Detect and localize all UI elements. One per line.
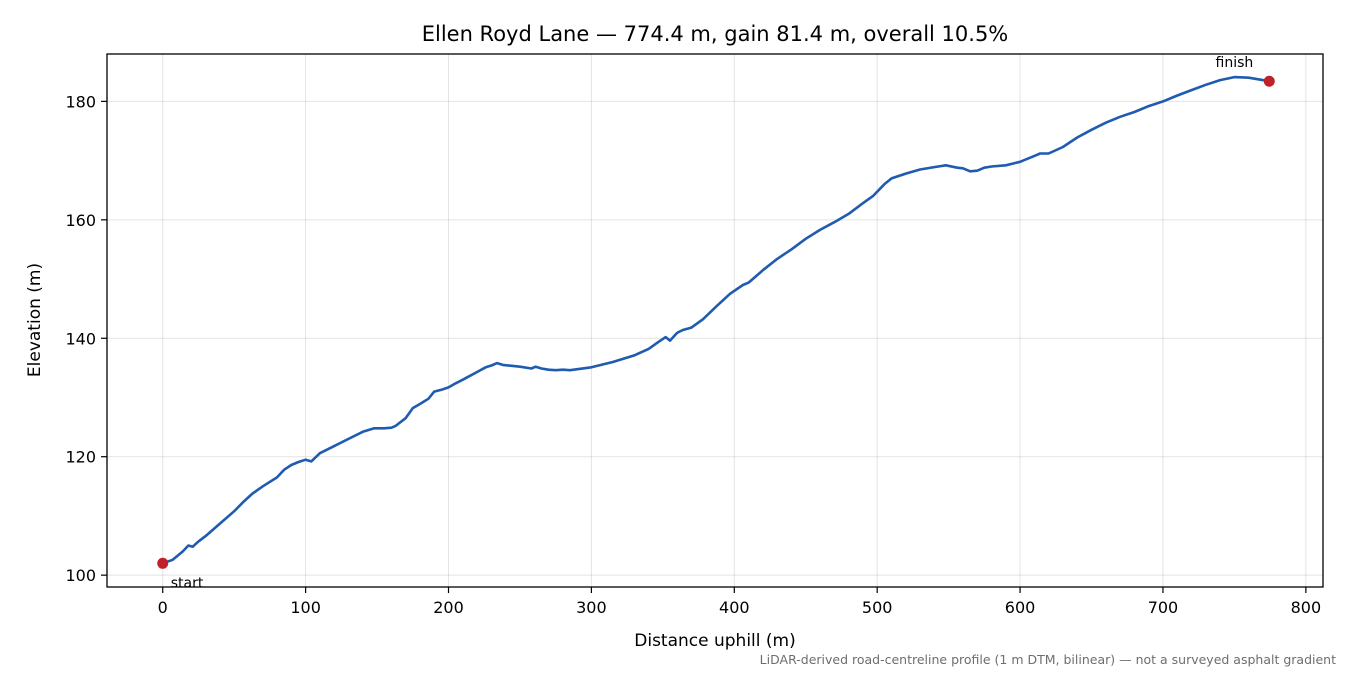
- plot-frame: [106, 53, 1324, 588]
- x-tick-label: 200: [433, 598, 464, 617]
- x-tick-label: 500: [862, 598, 893, 617]
- marker-label-start: start: [171, 575, 204, 591]
- x-tick-label: 400: [719, 598, 750, 617]
- endpoint-markers: start finish: [157, 55, 1275, 591]
- y-tick-label: 100: [65, 566, 96, 585]
- x-axis-ticks: 0 100 200 300 400 500 600 700 800: [158, 587, 1321, 617]
- y-tick-label: 180: [65, 92, 96, 111]
- x-tick-label: 100: [290, 598, 321, 617]
- x-tick-label: 700: [1148, 598, 1179, 617]
- x-axis-label: Distance uphill (m): [634, 631, 795, 651]
- y-axis-ticks: 100 120 140 160 180: [65, 92, 107, 585]
- y-tick-label: 160: [65, 211, 96, 230]
- y-tick-label: 140: [65, 329, 96, 348]
- x-tick-label: 600: [1005, 598, 1036, 617]
- chart-title: Ellen Royd Lane — 774.4 m, gain 81.4 m, …: [422, 22, 1009, 46]
- marker-label-finish: finish: [1216, 55, 1254, 71]
- y-tick-label: 120: [65, 448, 96, 467]
- grid-lines: [107, 54, 1323, 587]
- x-tick-label: 0: [158, 598, 168, 617]
- marker-start: [157, 557, 169, 569]
- y-axis-label: Elevation (m): [25, 263, 45, 377]
- x-tick-label: 800: [1291, 598, 1322, 617]
- x-tick-label: 300: [576, 598, 607, 617]
- elevation-line: [161, 75, 1271, 565]
- marker-finish: [1263, 75, 1275, 87]
- source-note: LiDAR-derived road-centreline profile (1…: [760, 652, 1336, 667]
